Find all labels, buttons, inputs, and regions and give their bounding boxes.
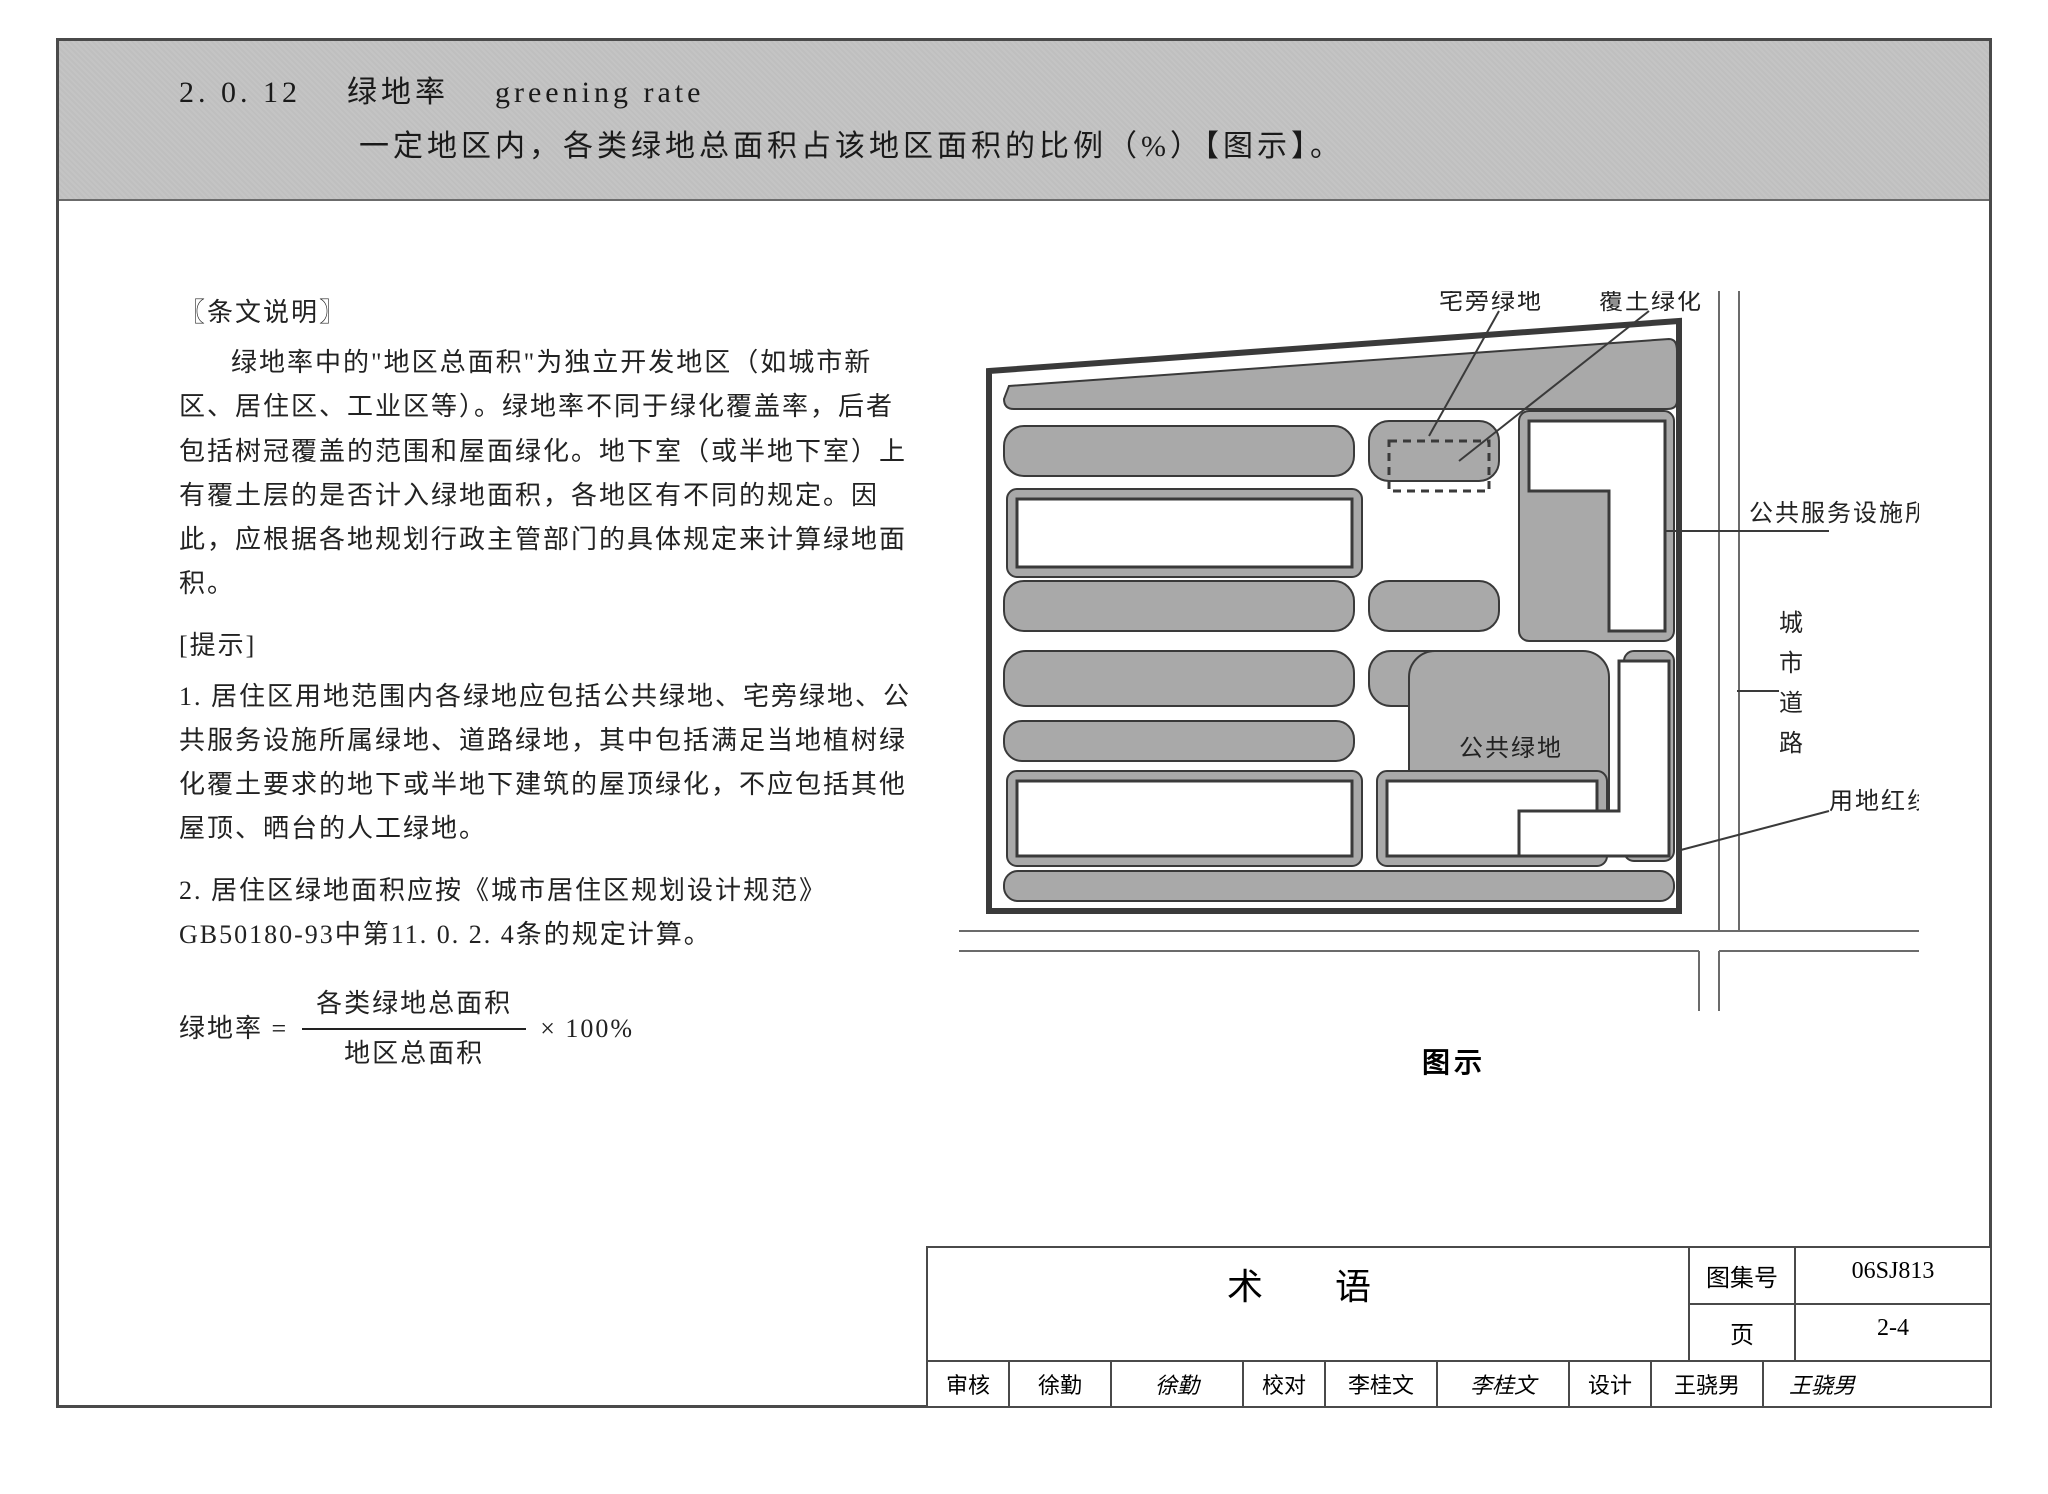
label-redline: 用地红线 [1829, 788, 1919, 815]
label-city-road: 城 市 道 路 [1779, 610, 1805, 757]
formula-lhs: 绿地率 = [179, 1007, 288, 1051]
svg-text:城: 城 [1779, 610, 1805, 637]
section-code: 2. 0. 12 [179, 76, 301, 109]
tb-design-sig: 王骁男 [1764, 1362, 1880, 1406]
label-soil-green: 覆土绿化 [1599, 291, 1703, 315]
formula-fraction: 各类绿地总面积 地区总面积 [302, 980, 526, 1078]
tb-review-name: 徐勤 [1010, 1362, 1112, 1406]
title-block: 术 语 图集号 06SJ813 页 2-4 审核 徐勤 徐勤 校对 李桂文 李桂… [926, 1246, 1992, 1408]
formula-numerator: 各类绿地总面积 [302, 980, 526, 1030]
label-public-service: 公共服务设施所属绿地 [1749, 500, 1919, 527]
label-public-green: 公共绿地 [1459, 735, 1563, 762]
diagram-column: 宅旁绿地 覆土绿化 公共服务设施所属绿地 公共绿地 用地红线 城 市 道 路 图… [959, 291, 1949, 1081]
tb-check-label: 校对 [1244, 1362, 1326, 1406]
text-column: 〖条文说明〗 绿地率中的"地区总面积"为独立开发地区（如城市新区、居住区、工业区… [179, 291, 919, 1081]
svg-text:路: 路 [1779, 730, 1805, 757]
title-en: greening rate [495, 76, 704, 109]
header-subtitle: 一定地区内，各类绿地总面积占该地区面积的比例（%）【图示】。 [179, 121, 1949, 165]
header-line1: 2. 0. 12 绿地率 greening rate [179, 67, 1949, 111]
diagram-caption: 图示 [959, 1041, 1949, 1081]
hint-p1: 1. 居住区用地范围内各绿地应包括公共绿地、宅旁绿地、公共服务设施所属绿地、道路… [179, 675, 919, 852]
hint-heading: [提示] [179, 624, 919, 668]
site-plan-diagram: 宅旁绿地 覆土绿化 公共服务设施所属绿地 公共绿地 用地红线 城 市 道 路 [959, 291, 1919, 1011]
hint-p2: 2. 居住区绿地面积应按《城市居住区规划设计规范》GB50180-93中第11.… [179, 869, 919, 957]
formula-rhs: × 100% [540, 1007, 634, 1051]
body-area: 〖条文说明〗 绿地率中的"地区总面积"为独立开发地区（如城市新区、居住区、工业区… [59, 201, 1989, 1081]
tb-page-value: 2-4 [1796, 1305, 1990, 1360]
label-house-green: 宅旁绿地 [1439, 291, 1543, 315]
tb-main-title: 术 语 [928, 1248, 1690, 1360]
tb-review-label: 审核 [928, 1362, 1010, 1406]
tb-check-name: 李桂文 [1326, 1362, 1438, 1406]
tb-review-sig: 徐勤 [1112, 1362, 1244, 1406]
tb-design-label: 设计 [1570, 1362, 1652, 1406]
tb-page-label: 页 [1690, 1305, 1796, 1360]
svg-text:道: 道 [1779, 690, 1805, 717]
formula: 绿地率 = 各类绿地总面积 地区总面积 × 100% [179, 980, 919, 1078]
tb-set-label: 图集号 [1690, 1248, 1796, 1303]
explain-para: 绿地率中的"地区总面积"为独立开发地区（如城市新区、居住区、工业区等）。绿地率不… [179, 341, 919, 606]
svg-text:市: 市 [1779, 650, 1805, 677]
header-band: 2. 0. 12 绿地率 greening rate 一定地区内，各类绿地总面积… [59, 41, 1989, 201]
page-frame: 2. 0. 12 绿地率 greening rate 一定地区内，各类绿地总面积… [56, 38, 1992, 1408]
formula-denominator: 地区总面积 [330, 1030, 498, 1078]
title-cn: 绿地率 [347, 76, 449, 109]
tb-check-sig: 李桂文 [1438, 1362, 1570, 1406]
explain-heading: 〖条文说明〗 [179, 291, 919, 335]
tb-set-value: 06SJ813 [1796, 1248, 1990, 1303]
tb-design-name: 王骁男 [1652, 1362, 1764, 1406]
